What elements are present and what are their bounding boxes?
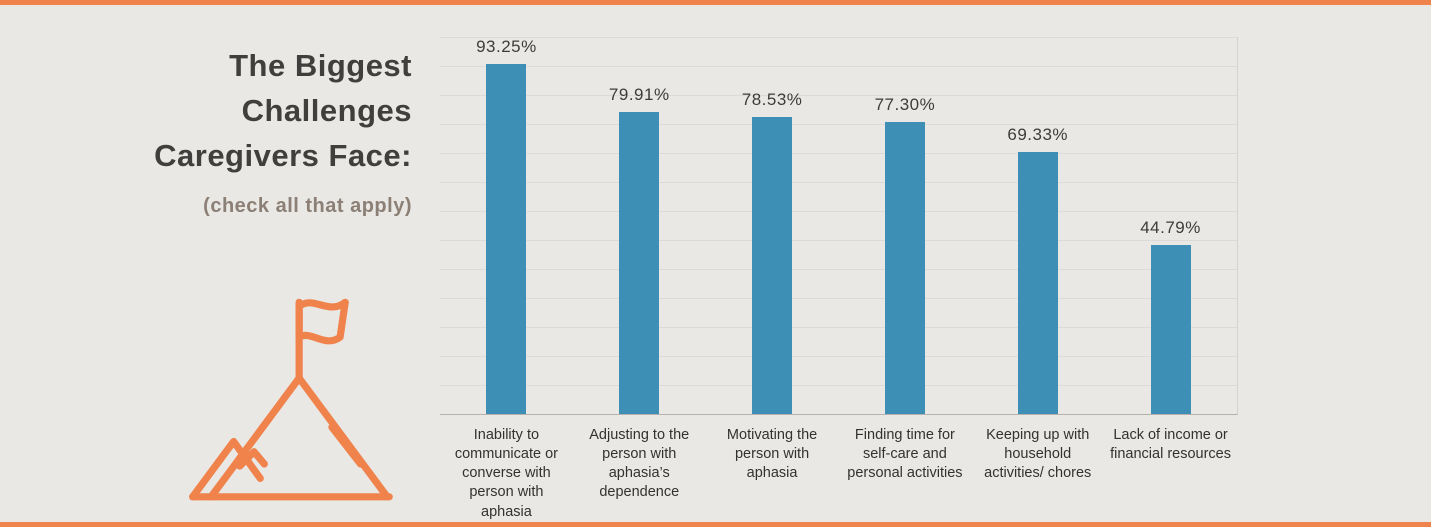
bar-value-label: 78.53% bbox=[741, 90, 803, 109]
top-accent-bar bbox=[0, 0, 1431, 5]
bar-value-label: 79.91% bbox=[608, 85, 670, 104]
category-label: Lack of income or financial resources bbox=[1110, 427, 1231, 463]
bar-chart: 93.25% Inability to communicate or conver… bbox=[440, 37, 1238, 520]
bar bbox=[1150, 245, 1191, 414]
bar-column: 78.53% Motivating the person with aphasia bbox=[706, 37, 839, 481]
bar bbox=[486, 64, 527, 414]
category-label: Finding time for self-care and personal … bbox=[847, 427, 963, 482]
mountain-flag-icon bbox=[178, 290, 408, 505]
bar-value-label: 69.33% bbox=[1007, 125, 1069, 144]
bar bbox=[1017, 152, 1058, 414]
bar bbox=[619, 112, 660, 414]
bar-value-label: 77.30% bbox=[874, 95, 936, 114]
bottom-accent-bar bbox=[0, 522, 1431, 527]
header-panel: The Biggest Challenges Caregivers Face: … bbox=[70, 44, 412, 218]
category-label: Keeping up with household activities/ ch… bbox=[984, 427, 1092, 482]
bar-value-label: 93.25% bbox=[476, 37, 537, 56]
bar-column: 69.33% Keeping up with household activiti… bbox=[971, 37, 1104, 481]
bar-column: 79.91% Adjusting to the person with aphas… bbox=[573, 37, 706, 500]
category-label: Inability to communicate or converse wit… bbox=[454, 427, 558, 520]
bar bbox=[752, 117, 793, 414]
bar bbox=[884, 122, 925, 414]
bar-value-label: 44.79% bbox=[1140, 218, 1201, 237]
page-title: The Biggest Challenges Caregivers Face: bbox=[154, 48, 412, 173]
page-subtitle: (check all that apply) bbox=[203, 194, 412, 217]
category-label: Motivating the person with aphasia bbox=[726, 427, 818, 482]
bar-column: 93.25% Inability to communicate or conver… bbox=[440, 37, 573, 520]
bar-column: 77.30% Finding time for self-care and per… bbox=[838, 37, 971, 481]
bar-column: 44.79% Lack of income or financial resour… bbox=[1104, 37, 1237, 462]
category-label: Adjusting to the person with aphasia’s d… bbox=[589, 427, 690, 501]
